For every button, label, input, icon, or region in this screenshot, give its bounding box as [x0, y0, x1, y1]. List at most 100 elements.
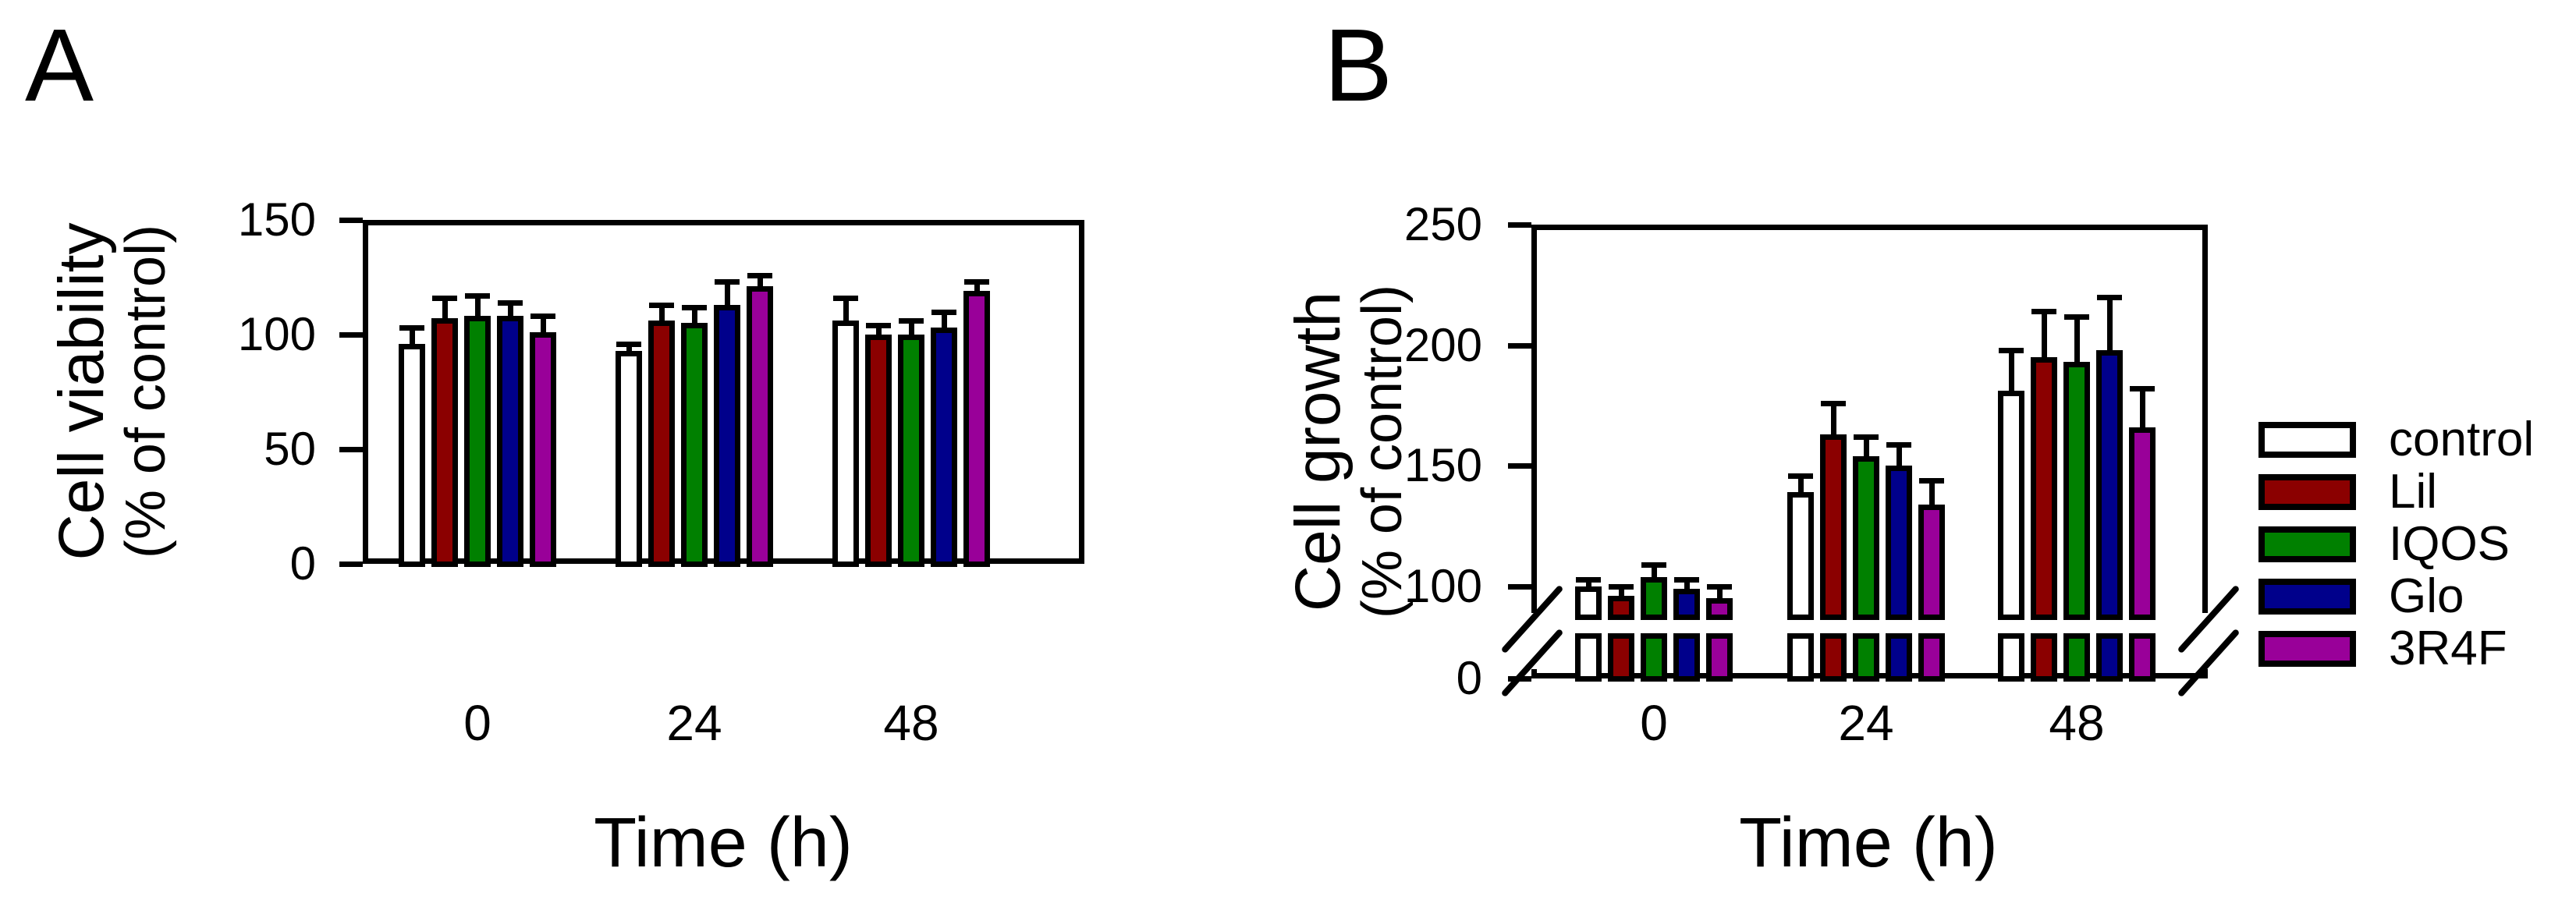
legend-swatch-lil	[2258, 474, 2356, 510]
bar-Glo-48h	[2096, 349, 2123, 620]
error-cap-control-48h	[1999, 347, 2024, 353]
bar-3R4F-48h	[2129, 427, 2156, 620]
error-bar-3R4F-48h	[2139, 388, 2145, 427]
legend-label-glo: Glo	[2389, 569, 2464, 623]
error-bar-control-24h	[1797, 475, 1804, 493]
legend-label-control: control	[2389, 413, 2535, 466]
y-axis-tick	[1508, 584, 1531, 590]
error-bar-Lil-24h	[658, 304, 665, 321]
error-cap-IQOS-0h	[465, 293, 490, 299]
bar-control-24h	[616, 350, 642, 567]
x-axis-tick-label: 48	[883, 695, 939, 751]
y-axis-tick	[339, 218, 363, 223]
bar-stub-control-0h	[1575, 633, 1602, 682]
bar-3R4F-48h	[963, 291, 990, 567]
bar-IQOS-24h	[1853, 455, 1879, 620]
y-axis-tick	[339, 447, 363, 452]
bar-stub-Lil-48h	[2031, 633, 2057, 682]
error-cap-IQOS-48h	[899, 318, 924, 324]
bar-stub-Glo-0h	[1673, 633, 1700, 682]
error-cap-Lil-48h	[866, 323, 891, 329]
bar-Lil-48h	[865, 335, 892, 567]
error-bar-3R4F-24h	[757, 275, 763, 287]
bar-Lil-48h	[2031, 357, 2057, 620]
legend-item-iqos: IQOS	[2258, 520, 2510, 569]
panel-b-label: B	[1324, 8, 1393, 122]
error-bar-control-24h	[626, 343, 632, 351]
error-bar-Glo-0h	[507, 302, 513, 317]
bar-stub-3R4F-48h	[2129, 633, 2156, 682]
bar-Lil-24h	[1820, 434, 1847, 620]
y-axis-tick-label: 150	[237, 193, 316, 246]
y-axis-tick-label: 50	[264, 423, 316, 475]
error-cap-Lil-0h	[1609, 584, 1634, 590]
bar-IQOS-48h	[2063, 362, 2090, 620]
y-axis-tick	[1508, 222, 1531, 228]
bar-stub-Glo-24h	[1886, 633, 1912, 682]
error-cap-control-24h	[1788, 473, 1813, 479]
error-cap-Glo-24h	[1886, 441, 1911, 448]
y-axis-tick-label: 150	[1403, 439, 1482, 492]
bar-control-24h	[1787, 492, 1814, 620]
error-bar-IQOS-0h	[474, 296, 481, 317]
error-cap-IQOS-24h	[682, 304, 707, 310]
error-cap-IQOS-24h	[1854, 434, 1879, 441]
error-cap-3R4F-24h	[747, 272, 772, 278]
y-axis-tick-label: 100	[237, 308, 316, 360]
error-bar-Glo-48h	[941, 311, 947, 328]
error-cap-Lil-0h	[432, 295, 457, 301]
bar-stub-3R4F-0h	[1706, 633, 1733, 682]
y-axis-tick	[339, 562, 363, 567]
bar-IQOS-0h	[464, 316, 491, 567]
bar-stub-control-24h	[1787, 633, 1814, 682]
bar-3R4F-0h	[1706, 598, 1733, 620]
bar-Lil-24h	[648, 321, 675, 567]
bar-Lil-0h	[1608, 596, 1634, 620]
panel-b-x-axis-title: Time (h)	[1739, 804, 1998, 882]
y-axis-tick-label: 200	[1403, 318, 1482, 371]
x-axis-tick-label: 24	[1838, 695, 1894, 751]
y-axis-tick	[1508, 342, 1531, 349]
bar-Glo-24h	[1886, 466, 1912, 620]
error-bar-IQOS-24h	[691, 306, 697, 324]
legend-item-glo: Glo	[2258, 572, 2464, 621]
bar-Glo-0h	[497, 316, 523, 567]
legend-swatch-3r4f	[2258, 631, 2356, 667]
error-bar-3R4F-48h	[974, 282, 980, 292]
x-axis-tick-label: 0	[463, 695, 491, 751]
x-axis-tick-label: 0	[1640, 695, 1668, 751]
error-bar-control-0h	[409, 328, 415, 344]
bar-3R4F-24h	[1918, 504, 1945, 620]
bar-3R4F-0h	[530, 332, 556, 567]
error-cap-control-24h	[616, 341, 641, 347]
error-bar-Lil-0h	[442, 297, 448, 319]
bar-stub-IQOS-0h	[1641, 633, 1667, 682]
y-axis-tick-label: 0	[289, 537, 316, 590]
error-cap-IQOS-48h	[2064, 314, 2089, 320]
error-cap-Lil-24h	[649, 302, 674, 308]
bar-Glo-0h	[1673, 589, 1700, 620]
error-bar-Glo-24h	[1896, 444, 1902, 466]
error-bar-3R4F-24h	[1928, 480, 1935, 505]
bar-control-48h	[832, 321, 859, 567]
error-cap-Glo-48h	[931, 309, 956, 315]
error-bar-control-48h	[843, 297, 849, 321]
bar-stub-Lil-24h	[1820, 633, 1847, 682]
error-cap-IQOS-0h	[1641, 562, 1666, 569]
error-cap-3R4F-24h	[1919, 477, 1944, 484]
error-cap-Glo-24h	[715, 279, 740, 285]
error-cap-Lil-48h	[2031, 309, 2056, 315]
legend-label-lil: Lil	[2389, 465, 2438, 519]
y-axis-tick-label: 0	[1456, 652, 1482, 704]
error-bar-3R4F-0h	[1716, 586, 1723, 599]
y-axis-tick	[339, 332, 363, 338]
legend-swatch-iqos	[2258, 526, 2356, 562]
bar-control-0h	[1575, 586, 1602, 620]
error-cap-control-0h	[1576, 576, 1601, 583]
bar-Lil-0h	[431, 318, 458, 567]
legend-swatch-glo	[2258, 579, 2356, 615]
legend-item-3r4f: 3R4F	[2258, 625, 2507, 673]
error-cap-Glo-0h	[1674, 576, 1699, 583]
